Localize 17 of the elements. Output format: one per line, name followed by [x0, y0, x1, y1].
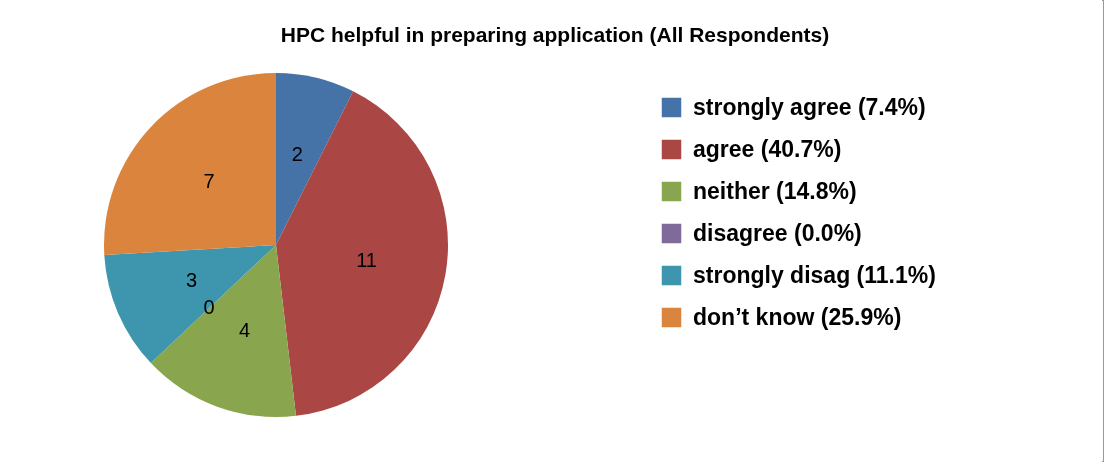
legend-label: strongly disag (11.1%) [693, 261, 936, 288]
legend-label: don’t know (25.9%) [693, 303, 902, 330]
pie-slice [104, 245, 276, 364]
data-label: 3 [185, 269, 198, 292]
pie-slice [276, 91, 448, 416]
legend-label: disagree (0.0%) [693, 219, 862, 246]
data-label: 2 [291, 143, 303, 166]
pie-slice [150, 245, 296, 417]
pie-slice [276, 73, 354, 245]
legend-label: agree (40.7%) [693, 135, 842, 162]
legend-label: neither (14.8%) [693, 177, 857, 204]
chart-title: HPC helpful in preparing application (All Respondents) [280, 23, 830, 46]
data-label: 11 [356, 248, 377, 271]
pie-slice [104, 73, 276, 255]
legend-label: strongly agree (7.4%) [693, 93, 926, 120]
data-label: 4 [238, 319, 251, 342]
data-label: 7 [203, 169, 215, 192]
